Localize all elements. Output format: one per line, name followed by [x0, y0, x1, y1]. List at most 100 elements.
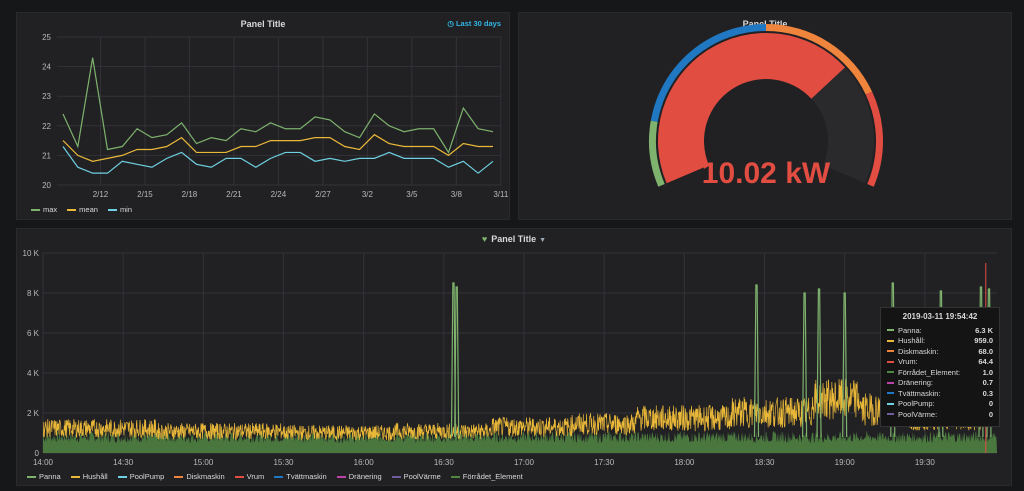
legend-item[interactable]: mean	[67, 205, 98, 214]
y-tick-label: 20	[42, 181, 51, 190]
tooltip-series-name: PoolVärme:	[898, 409, 938, 419]
legend-item[interactable]: Hushåll	[70, 472, 108, 481]
legend-label: PoolVärme	[403, 472, 441, 481]
panna-spike	[450, 282, 457, 438]
x-tick-label: 19:00	[835, 458, 856, 467]
tooltip-row: Tvättmaskin: 0.3	[887, 388, 993, 399]
tooltip-swatch	[887, 339, 894, 342]
legend-item[interactable]: Dränering	[336, 472, 382, 481]
x-tick-label: 16:30	[434, 458, 455, 467]
x-tick-label: 2/12	[93, 190, 109, 199]
legend-swatch	[234, 475, 244, 478]
threshold-orange	[766, 24, 873, 95]
clock-icon: ◷	[447, 19, 454, 28]
heart-icon: ♥	[481, 234, 488, 244]
legend-item[interactable]: PoolVärme	[391, 472, 441, 481]
tooltip-series-value: 64.4	[978, 357, 993, 367]
y-tick-label: 24	[42, 63, 51, 72]
chart-legend: Panna Hushåll PoolPump Diskmaskin Vrum Tvättm…	[27, 472, 523, 481]
x-tick-label: 2/27	[315, 190, 331, 199]
area-panna-base	[43, 431, 997, 453]
legend-swatch	[336, 475, 346, 478]
x-tick-label: 16:00	[354, 458, 375, 467]
tooltip-time: 2019-03-11 19:54:42	[902, 312, 978, 321]
gauge-fill	[658, 32, 845, 184]
tooltip-row: PoolPump: 0	[887, 399, 993, 410]
panel-title[interactable]: Panel Title	[240, 19, 286, 29]
power-gauge: 10.02 kW	[649, 24, 883, 190]
tooltip-series-value: 0	[988, 399, 993, 409]
series-line-min	[62, 146, 494, 174]
tooltip-series-name: PoolPump:	[898, 399, 935, 409]
legend-swatch	[117, 475, 127, 478]
legend-swatch	[274, 475, 284, 478]
y-tick-label: 2 K	[27, 409, 40, 418]
tooltip-series-value: 68.0	[978, 346, 993, 356]
y-tick-label: 0	[35, 449, 40, 458]
x-tick-label: 15:30	[273, 458, 294, 467]
tooltip-row: Vrum: 64.4	[887, 357, 993, 368]
tooltip-swatch	[887, 392, 894, 395]
y-tick-label: 21	[42, 151, 51, 160]
legend-swatch	[27, 475, 36, 478]
x-tick-label: 17:30	[594, 458, 615, 467]
tooltip-series-name: Vrum:	[898, 357, 918, 367]
tooltip-swatch	[887, 329, 894, 332]
legend-label: Diskmaskin	[186, 472, 225, 481]
legend-swatch	[67, 208, 77, 211]
legend-swatch	[70, 475, 80, 478]
tooltip-series-name: Panna:	[898, 325, 922, 335]
legend-item[interactable]: max	[31, 205, 57, 214]
legend-swatch	[391, 475, 401, 478]
tooltip-swatch	[887, 350, 894, 353]
legend-swatch	[31, 208, 40, 211]
threshold-red	[865, 91, 883, 187]
temperature-chart[interactable]: 25 24 23 22 21 20 2/12 2/15 2/18 2/21 2/24 2/27 3/2 3…	[17, 13, 511, 221]
panna-spike	[801, 292, 808, 438]
panna-spike	[816, 288, 822, 438]
threshold-green	[649, 120, 665, 187]
legend-item[interactable]: Vrum	[234, 472, 264, 481]
tooltip-swatch	[887, 360, 894, 363]
panel-title[interactable]: Panel Title	[742, 19, 788, 29]
time-range-info: ◷ Last 30 days	[447, 19, 501, 28]
legend-label: mean	[79, 205, 98, 214]
panel-title-row[interactable]: ♥ Panel Title ▼	[17, 234, 1011, 244]
x-tick-label: 3/8	[451, 190, 463, 199]
legend-swatch	[107, 208, 117, 211]
y-tick-label: 23	[42, 92, 51, 101]
legend-label: Förrådet_Element	[462, 472, 523, 481]
legend-item[interactable]: PoolPump	[117, 472, 164, 481]
panna-spike	[842, 292, 848, 438]
x-tick-label: 19:30	[915, 458, 936, 467]
legend-item[interactable]: Panna	[27, 472, 61, 481]
chevron-down-icon: ▼	[539, 237, 547, 244]
legend-label: Dränering	[348, 472, 382, 481]
hover-tooltip: 2019-03-11 19:54:42 Panna: 6.3 K Hushåll: 9…	[880, 307, 1000, 427]
legend-item[interactable]: min	[107, 205, 133, 214]
tooltip-row: Diskmaskin: 68.0	[887, 346, 993, 357]
tooltip-series-name: Diskmaskin:	[898, 346, 939, 356]
tooltip-series-name: Förrådet_Element:	[898, 367, 961, 377]
legend-item[interactable]: Förrådet_Element	[450, 472, 523, 481]
series-line-mean	[62, 133, 493, 162]
threshold-blue	[650, 24, 766, 122]
tooltip-series-name: Dränering:	[898, 378, 934, 388]
x-tick-label: 18:30	[754, 458, 775, 467]
legend-item[interactable]: Diskmaskin	[174, 472, 225, 481]
x-tick-label: 2/18	[182, 190, 198, 199]
legend-label: max	[43, 205, 58, 214]
tooltip-row: PoolVärme: 0	[887, 409, 993, 420]
y-tick-label: 10 K	[23, 249, 40, 258]
x-tick-label: 3/2	[362, 190, 374, 199]
tooltip-series-value: 959.0	[974, 336, 993, 346]
legend-label: min	[119, 205, 133, 214]
x-tick-label: 2/15	[137, 190, 153, 199]
x-tick-label: 3/11	[493, 190, 509, 199]
legend-item[interactable]: Tvättmaskin	[274, 472, 327, 481]
gauge-value: 10.02 kW	[702, 157, 831, 190]
series-line-max	[62, 57, 494, 154]
tooltip-series-name: Tvättmaskin:	[898, 388, 941, 398]
